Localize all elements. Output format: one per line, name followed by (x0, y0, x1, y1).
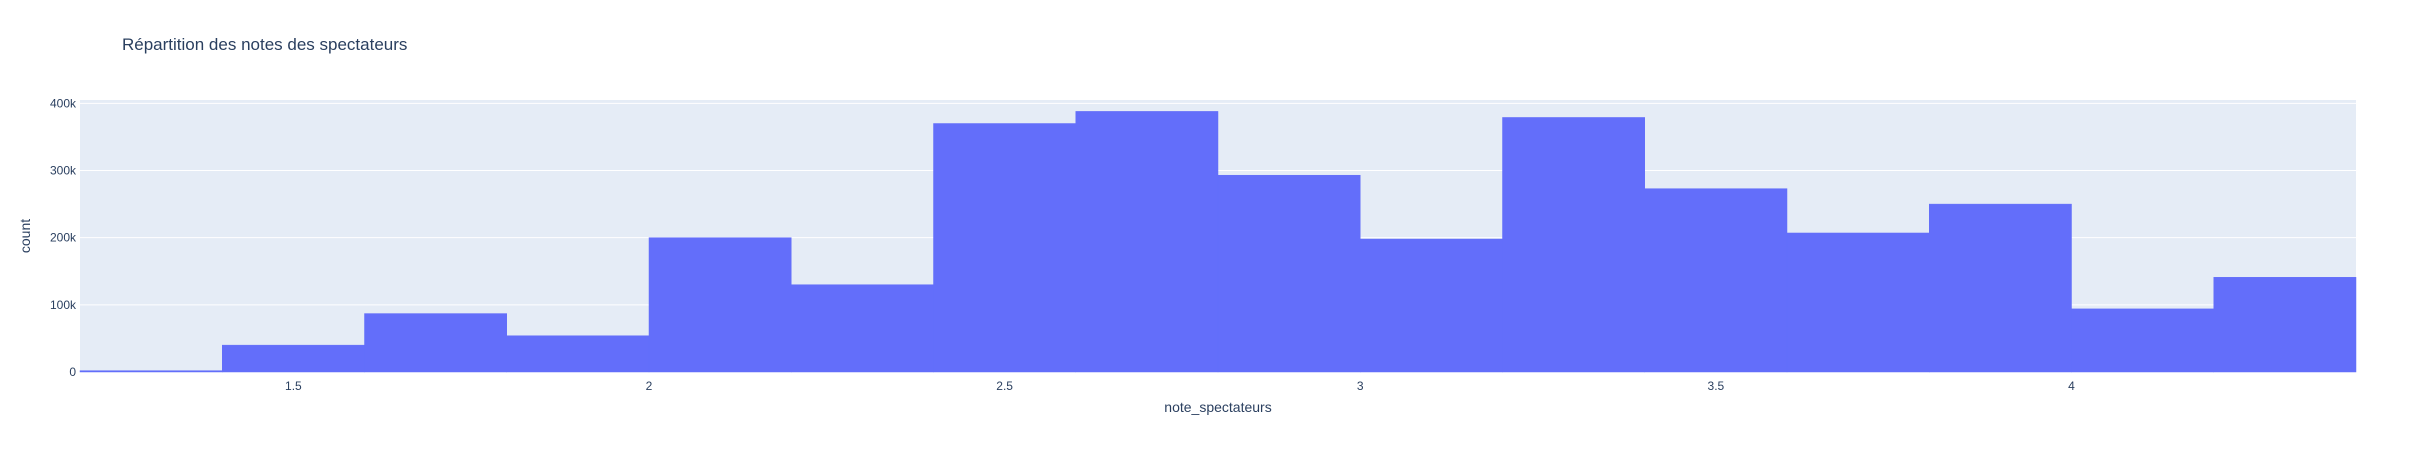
histogram-bar (222, 344, 365, 373)
histogram-bar (79, 370, 223, 373)
x-axis-title: note_spectateurs (1164, 399, 1271, 415)
x-tick-label: 2.5 (996, 379, 1013, 393)
histogram-bar (1217, 174, 1361, 373)
y-tick-label: 400k (50, 96, 77, 110)
y-tick-label: 200k (50, 231, 77, 245)
x-axis-ticks: 1.5 2 2.5 3 3.5 4 (285, 379, 2075, 393)
histogram-bar (648, 237, 792, 373)
histogram-bars (79, 111, 2357, 373)
histogram-bar (506, 335, 650, 373)
histogram-bar (791, 284, 934, 373)
chart-title: Répartition des notes des spectateurs (122, 35, 407, 54)
y-axis-title: count (17, 219, 33, 253)
y-tick-label: 0 (69, 365, 76, 379)
histogram-bar (364, 313, 507, 373)
histogram-bar (1786, 232, 1930, 373)
x-tick-label: 2 (646, 379, 653, 393)
histogram-bar (1075, 111, 1219, 373)
histogram-bar (2213, 277, 2357, 373)
x-tick-label: 4 (2068, 379, 2075, 393)
histogram-bar (1929, 203, 2072, 373)
histogram-bar (1360, 238, 1503, 373)
x-tick-label: 3.5 (1708, 379, 1725, 393)
y-tick-label: 300k (50, 164, 77, 178)
x-tick-label: 1.5 (285, 379, 302, 393)
histogram-bar (2071, 308, 2214, 373)
x-tick-label: 3 (1357, 379, 1364, 393)
histogram-bar (1502, 117, 1645, 373)
histogram-bar (1644, 188, 1788, 373)
y-tick-label: 100k (50, 298, 77, 312)
y-axis-ticks: 0 100k 200k 300k 400k (50, 96, 77, 379)
histogram-bar (933, 123, 1076, 373)
